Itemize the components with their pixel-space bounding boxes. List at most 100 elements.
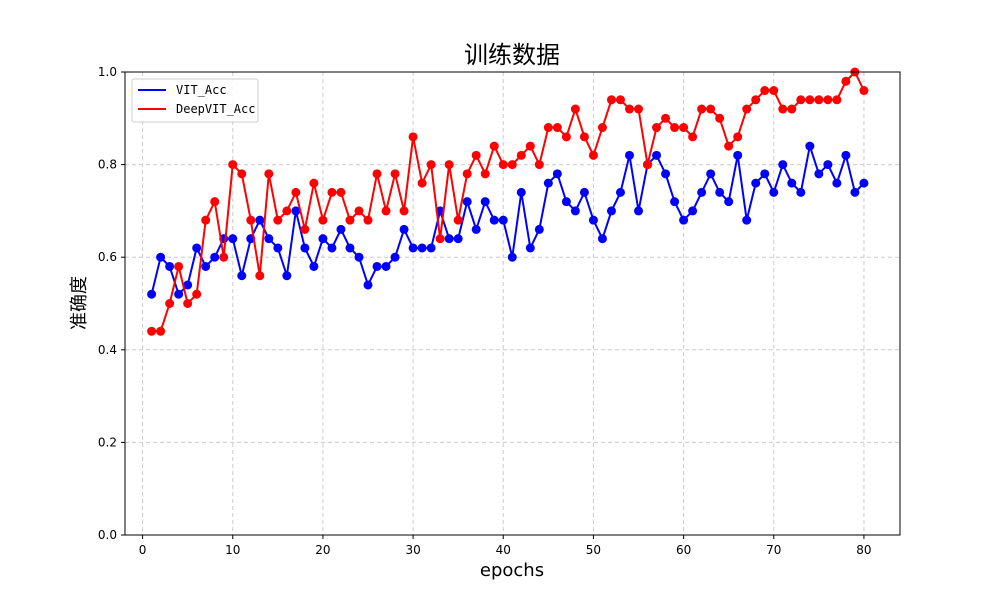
- data-point-vit-acc: [228, 234, 238, 244]
- data-point-deepvit-acc: [543, 123, 553, 133]
- x-tick-label: 10: [225, 543, 240, 557]
- data-point-vit-acc: [471, 224, 481, 234]
- data-point-vit-acc: [841, 150, 851, 160]
- data-point-vit-acc: [751, 178, 761, 188]
- data-point-deepvit-acc: [489, 141, 499, 151]
- data-point-deepvit-acc: [597, 123, 607, 133]
- data-point-deepvit-acc: [643, 160, 653, 170]
- data-point-vit-acc: [399, 224, 409, 234]
- data-point-vit-acc: [480, 197, 490, 207]
- data-point-deepvit-acc: [624, 104, 634, 114]
- data-point-deepvit-acc: [561, 132, 571, 142]
- data-point-deepvit-acc: [634, 104, 644, 114]
- data-point-vit-acc: [796, 187, 806, 197]
- data-point-vit-acc: [579, 187, 589, 197]
- data-point-vit-acc: [147, 289, 157, 299]
- x-tick-label: 0: [139, 543, 147, 557]
- data-point-vit-acc: [336, 224, 346, 234]
- data-point-deepvit-acc: [255, 271, 265, 281]
- data-point-deepvit-acc: [219, 252, 229, 262]
- data-point-deepvit-acc: [579, 132, 589, 142]
- data-point-deepvit-acc: [282, 206, 292, 216]
- y-tick-label: 1.0: [98, 65, 117, 79]
- data-point-vit-acc: [823, 160, 833, 170]
- legend-label-deepvit: DeepVIT_Acc: [176, 102, 255, 116]
- data-point-deepvit-acc: [237, 169, 247, 179]
- data-point-vit-acc: [201, 261, 211, 271]
- data-point-vit-acc: [760, 169, 770, 179]
- data-point-deepvit-acc: [778, 104, 788, 114]
- data-point-deepvit-acc: [210, 197, 220, 207]
- data-point-deepvit-acc: [724, 141, 734, 151]
- x-tick-label: 40: [496, 543, 511, 557]
- data-point-vit-acc: [507, 252, 517, 262]
- y-axis-label: 准确度: [69, 276, 90, 330]
- data-point-vit-acc: [237, 271, 247, 281]
- data-point-vit-acc: [156, 252, 166, 262]
- data-point-deepvit-acc: [471, 150, 481, 160]
- data-point-deepvit-acc: [652, 123, 662, 133]
- data-point-vit-acc: [525, 243, 535, 253]
- data-point-vit-acc: [832, 178, 842, 188]
- x-tick-label: 20: [315, 543, 330, 557]
- data-point-deepvit-acc: [832, 95, 842, 105]
- data-point-deepvit-acc: [390, 169, 400, 179]
- data-point-deepvit-acc: [435, 234, 445, 244]
- data-point-deepvit-acc: [408, 132, 418, 142]
- data-point-vit-acc: [787, 178, 797, 188]
- data-point-deepvit-acc: [165, 299, 175, 308]
- plot-frame: [124, 71, 901, 536]
- data-point-deepvit-acc: [372, 169, 382, 179]
- data-point-deepvit-acc: [570, 104, 580, 114]
- data-point-vit-acc: [183, 280, 193, 290]
- data-point-vit-acc: [706, 169, 716, 179]
- data-point-deepvit-acc: [228, 160, 238, 170]
- data-point-vit-acc: [174, 289, 184, 299]
- data-point-vit-acc: [417, 243, 427, 253]
- data-point-vit-acc: [453, 234, 463, 244]
- data-point-deepvit-acc: [273, 215, 283, 225]
- y-tick-label: 0.6: [98, 250, 117, 264]
- x-tick-label: 70: [766, 543, 781, 557]
- data-point-vit-acc: [742, 215, 752, 225]
- data-point-deepvit-acc: [525, 141, 535, 151]
- data-point-vit-acc: [282, 271, 292, 281]
- data-point-deepvit-acc: [309, 178, 319, 188]
- x-tick-label: 30: [405, 543, 420, 557]
- data-point-deepvit-acc: [156, 326, 166, 336]
- data-point-deepvit-acc: [552, 123, 562, 133]
- data-point-deepvit-acc: [661, 113, 671, 123]
- data-point-vit-acc: [498, 215, 508, 225]
- data-point-vit-acc: [291, 206, 301, 216]
- data-point-deepvit-acc: [318, 215, 328, 225]
- data-point-vit-acc: [634, 206, 644, 216]
- data-point-vit-acc: [724, 197, 734, 207]
- data-point-vit-acc: [444, 234, 454, 244]
- data-point-deepvit-acc: [751, 95, 761, 105]
- data-point-vit-acc: [814, 169, 824, 179]
- data-point-deepvit-acc: [606, 95, 616, 105]
- y-tick-label: 0.0: [98, 528, 117, 542]
- data-point-deepvit-acc: [291, 187, 301, 197]
- data-point-vit-acc: [363, 280, 373, 290]
- y-tick-label: 0.8: [98, 158, 117, 172]
- series-line-deepvit-acc: [151, 71, 865, 333]
- data-point-deepvit-acc: [796, 95, 806, 105]
- data-point-deepvit-acc: [823, 95, 833, 105]
- data-point-deepvit-acc: [381, 206, 391, 216]
- data-point-deepvit-acc: [733, 132, 743, 142]
- data-point-deepvit-acc: [264, 169, 274, 179]
- y-axis-ticks: 0.0 0.2 0.4 0.6 0.8 1.0: [98, 65, 125, 542]
- data-point-deepvit-acc: [688, 132, 698, 142]
- data-point-deepvit-acc: [174, 261, 184, 271]
- y-tick-label: 0.2: [98, 435, 117, 449]
- data-point-deepvit-acc: [246, 215, 256, 225]
- data-point-vit-acc: [165, 261, 175, 271]
- data-point-deepvit-acc: [516, 150, 526, 160]
- data-point-vit-acc: [543, 178, 553, 188]
- data-point-deepvit-acc: [426, 160, 436, 170]
- data-point-deepvit-acc: [534, 160, 544, 170]
- data-point-deepvit-acc: [327, 187, 337, 197]
- data-point-deepvit-acc: [742, 104, 752, 114]
- data-point-vit-acc: [679, 215, 689, 225]
